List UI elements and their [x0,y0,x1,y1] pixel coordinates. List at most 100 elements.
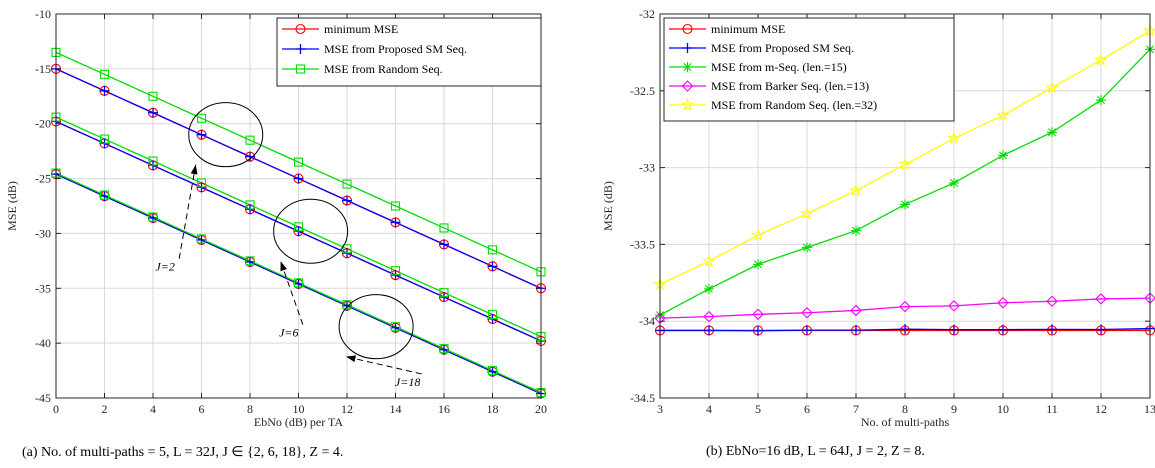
data-point [245,256,255,266]
y-tick-label: -33.5 [630,237,655,251]
x-tick-label: 12 [341,402,353,416]
data-point [898,157,912,171]
y-tick-label: -45 [35,391,51,405]
data-point [196,113,207,123]
x-tick-label: 10 [293,402,305,416]
data-point [996,108,1010,121]
legend-label: MSE from m-Seq. (len.=15) [711,60,847,74]
annotation-ellipse [188,102,264,168]
data-point [99,134,110,144]
plot-area [653,23,1155,336]
y-tick-label: -15 [35,62,51,76]
tick-marks [55,13,542,399]
data-point [439,223,449,233]
data-point [800,206,814,220]
data-point [487,310,498,320]
data-point [849,183,863,197]
data-point [947,131,961,145]
legend: minimum MSE MSE from Proposed SM Seq. MSE … [276,17,542,87]
x-tick-label: 6 [199,402,205,416]
x-axis-label: EbNo (dB) per TA [254,415,343,429]
y-axis-label: MSE (dB) [5,181,19,231]
annotation-arrowhead [346,355,357,363]
x-tick-label: 6 [804,402,810,416]
data-point [293,278,304,288]
legend-marker [682,43,693,53]
annotation-label: J=2 [155,260,174,274]
data-point [1094,53,1108,66]
legend-label: MSE from Proposed SM Seq. [324,42,467,56]
x-tick-label: 7 [853,402,859,416]
data-point [342,195,352,206]
series-markers-4 [653,23,1155,290]
chart-left: 0 2 4 6 8 10 12 14 16 18 20 -10 -15 -20 -25 -30 -35 -40 -4… [5,7,547,429]
data-point [948,300,960,312]
chart-right: 3 4 5 6 7 8 9 10 11 12 13 -32 -32.5 -33 -33.5 -34 -34.5 N… [601,7,1155,429]
annotation-label: J=18 [395,375,420,389]
data-point [245,200,255,210]
annotation-arrow [280,261,304,325]
legend-label: MSE from Barker Seq. (len.=13) [711,79,869,93]
x-tick-label: 2 [102,402,108,416]
data-point [439,239,449,250]
data-point [99,190,110,200]
y-tick-label: -34 [639,314,655,328]
caption-left: (a) No. of multi-paths = 5, L = 32J, J ∈… [22,445,344,460]
data-point [998,150,1008,161]
data-point [148,212,158,222]
data-point [439,288,449,298]
data-point [1045,80,1059,94]
legend: minimum MSE MSE from Proposed SM Seq. MSE … [663,17,955,122]
data-point [704,325,714,336]
x-tick-label: 14 [390,402,402,416]
data-point [390,322,401,332]
legend-box [276,17,542,87]
x-tick-label: 20 [535,402,547,416]
legend-label: minimum MSE [324,22,398,36]
legend-marker [295,44,306,54]
x-tick-label: 8 [247,402,253,416]
data-point [293,157,304,167]
data-point [196,178,207,188]
data-point [899,300,911,313]
data-point [99,85,110,96]
data-point [487,261,498,272]
x-tick-label: 13 [1144,402,1155,416]
data-point [342,300,352,310]
x-tick-label: 8 [902,402,908,416]
data-point [390,217,401,228]
data-point [1047,324,1057,335]
annotation-label: J=6 [279,326,298,340]
y-tick-label: -10 [35,7,51,21]
data-point [851,225,861,236]
legend-marker [682,62,693,72]
data-point [802,325,812,336]
data-point [1096,95,1106,106]
data-point [342,244,352,254]
legend-label: MSE from Random Seq. [324,62,443,76]
annotation-ellipse [338,294,414,360]
data-point [900,199,910,210]
data-point [1046,295,1058,308]
legend-marker [681,80,694,92]
x-tick-label: 4 [150,402,156,416]
x-tick-label: 10 [997,402,1009,416]
legend-marker [680,98,695,111]
legend-marker [295,23,306,35]
annotation-ellipse [273,198,349,264]
caption-right: (b) EbNo=16 dB, L = 64J, J = 2, Z = 8. [706,444,925,459]
x-tick-label: 16 [438,402,450,416]
data-point [702,254,716,267]
legend-label: MSE from Proposed SM Seq. [711,41,854,55]
data-point [753,259,763,270]
data-point [801,306,813,319]
data-point [1047,127,1057,138]
series-line-3 [659,297,1151,319]
data-point [293,222,304,232]
legend-label: minimum MSE [711,22,785,36]
x-tick-label: 11 [1046,402,1058,416]
plot-area [50,47,547,399]
x-tick-label: 18 [487,402,499,416]
data-point [949,324,959,335]
data-point [751,228,765,241]
